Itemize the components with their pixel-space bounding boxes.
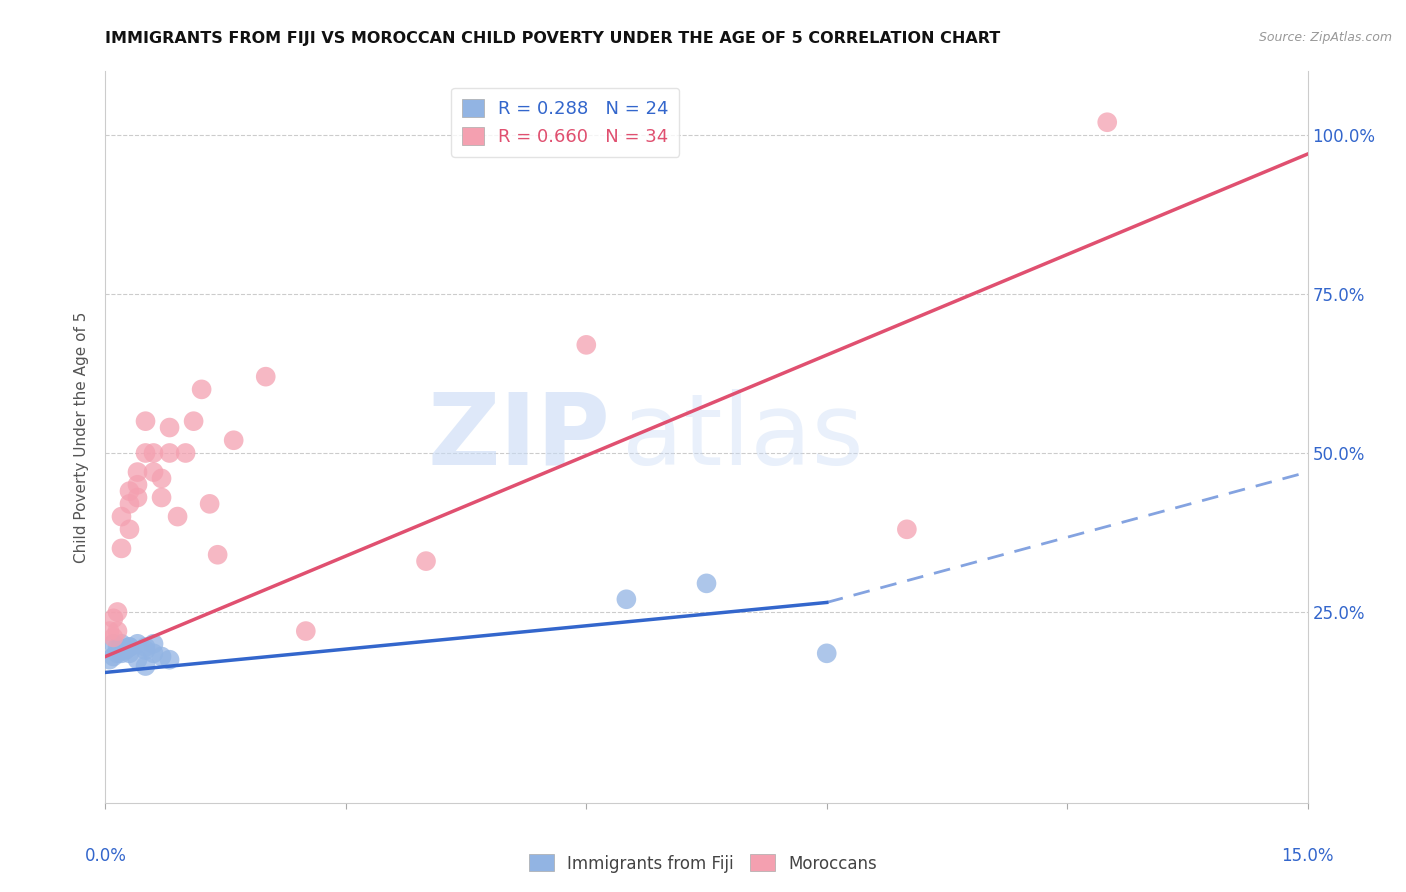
Point bbox=[107, 640, 129, 654]
Point bbox=[118, 497, 141, 511]
Point bbox=[135, 643, 157, 657]
Point bbox=[135, 659, 157, 673]
Point bbox=[222, 434, 245, 448]
Point bbox=[127, 465, 149, 479]
Point bbox=[103, 611, 125, 625]
Point bbox=[98, 653, 121, 667]
Point bbox=[815, 646, 838, 660]
Point bbox=[135, 640, 157, 654]
Point bbox=[415, 554, 437, 568]
Point bbox=[295, 624, 318, 638]
Point bbox=[150, 649, 173, 664]
Point bbox=[127, 491, 149, 505]
Point bbox=[159, 446, 181, 460]
Point bbox=[159, 653, 181, 667]
Point bbox=[135, 414, 157, 428]
Point bbox=[142, 465, 165, 479]
Point bbox=[127, 653, 149, 667]
Point bbox=[190, 383, 212, 397]
Point bbox=[254, 369, 277, 384]
Point bbox=[159, 420, 181, 434]
Point bbox=[616, 592, 638, 607]
Legend: Immigrants from Fiji, Moroccans: Immigrants from Fiji, Moroccans bbox=[522, 847, 884, 880]
Point bbox=[1097, 115, 1119, 129]
Point bbox=[107, 624, 129, 638]
Point bbox=[696, 576, 718, 591]
Text: 0.0%: 0.0% bbox=[84, 847, 127, 865]
Point bbox=[103, 649, 125, 664]
Point bbox=[110, 541, 132, 556]
Text: ZIP: ZIP bbox=[427, 389, 610, 485]
Point bbox=[127, 637, 149, 651]
Point bbox=[142, 637, 165, 651]
Point bbox=[110, 643, 132, 657]
Point bbox=[118, 646, 141, 660]
Point bbox=[118, 522, 141, 536]
Text: Source: ZipAtlas.com: Source: ZipAtlas.com bbox=[1258, 31, 1392, 45]
Point bbox=[110, 509, 132, 524]
Point bbox=[142, 446, 165, 460]
Point bbox=[207, 548, 229, 562]
Point bbox=[103, 631, 125, 645]
Point bbox=[110, 637, 132, 651]
Y-axis label: Child Poverty Under the Age of 5: Child Poverty Under the Age of 5 bbox=[75, 311, 90, 563]
Point bbox=[174, 446, 197, 460]
Point bbox=[150, 491, 173, 505]
Text: atlas: atlas bbox=[623, 389, 865, 485]
Text: 15.0%: 15.0% bbox=[1281, 847, 1334, 865]
Point bbox=[107, 646, 129, 660]
Point bbox=[118, 640, 141, 654]
Point bbox=[183, 414, 205, 428]
Point bbox=[150, 471, 173, 485]
Text: IMMIGRANTS FROM FIJI VS MOROCCAN CHILD POVERTY UNDER THE AGE OF 5 CORRELATION CH: IMMIGRANTS FROM FIJI VS MOROCCAN CHILD P… bbox=[105, 31, 1001, 46]
Point bbox=[103, 637, 125, 651]
Point bbox=[118, 640, 141, 654]
Point bbox=[142, 646, 165, 660]
Point bbox=[98, 624, 121, 638]
Point bbox=[114, 643, 136, 657]
Point bbox=[135, 446, 157, 460]
Point bbox=[896, 522, 918, 536]
Point bbox=[166, 509, 188, 524]
Legend: R = 0.288   N = 24, R = 0.660   N = 34: R = 0.288 N = 24, R = 0.660 N = 34 bbox=[451, 87, 679, 157]
Point bbox=[107, 605, 129, 619]
Point bbox=[198, 497, 221, 511]
Point bbox=[575, 338, 598, 352]
Point bbox=[110, 646, 132, 660]
Point bbox=[118, 484, 141, 499]
Point bbox=[127, 477, 149, 491]
